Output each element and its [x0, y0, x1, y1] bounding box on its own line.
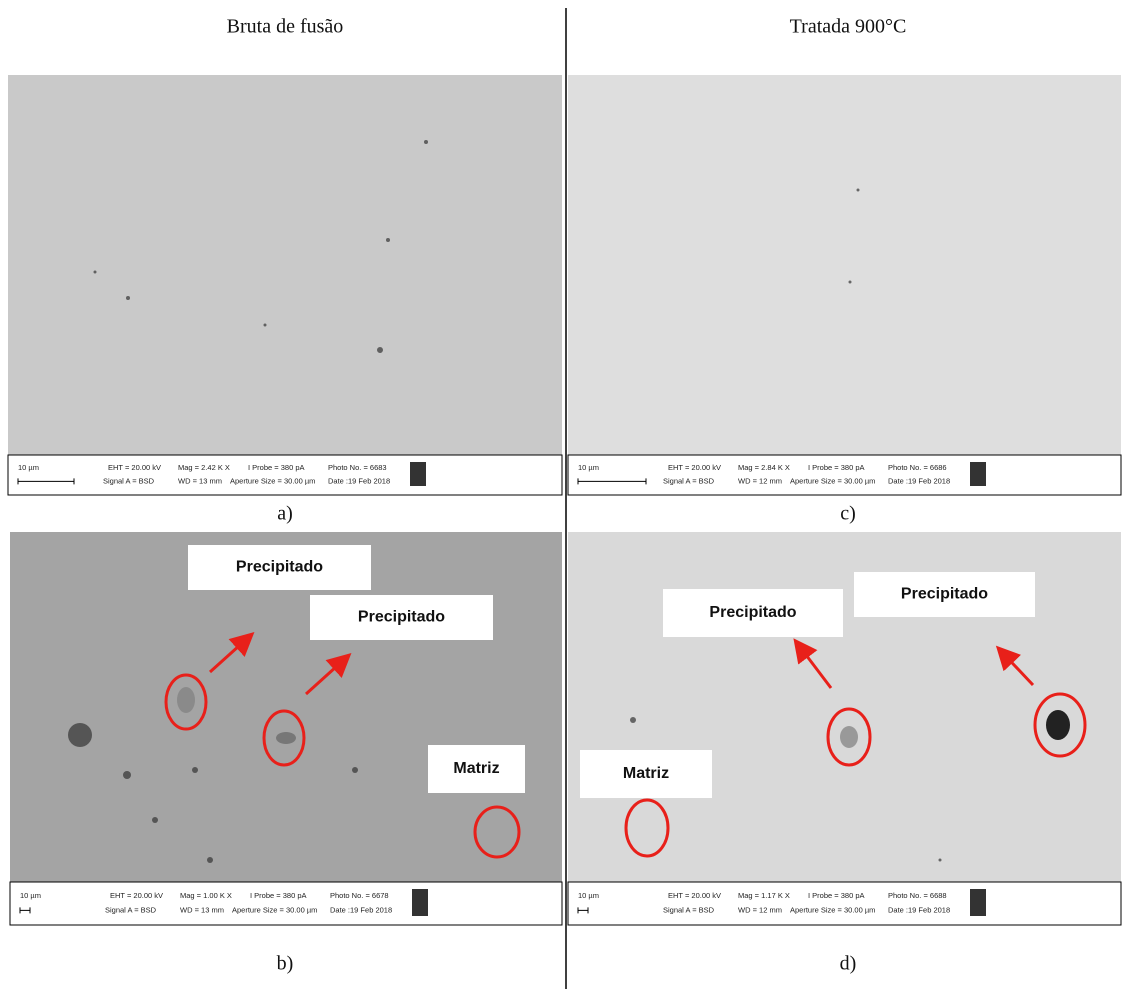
column-title: Tratada 900°C	[790, 16, 907, 38]
micrograph	[568, 75, 1121, 455]
spot	[849, 281, 852, 284]
info-text: Mag = 2.84 K X	[738, 463, 790, 472]
spot	[192, 767, 198, 773]
info-text: Photo No. = 6683	[328, 463, 387, 472]
info-text: Aperture Size = 30.00 µm	[790, 905, 875, 914]
info-text: EHT = 20.00 kV	[110, 891, 163, 900]
spot	[377, 347, 383, 353]
micrograph	[8, 75, 562, 455]
particle	[840, 726, 858, 748]
info-text: Date :19 Feb 2018	[328, 476, 390, 485]
info-text: I Probe = 380 pA	[248, 463, 305, 472]
info-text: Photo No. = 6688	[888, 891, 947, 900]
spot	[123, 771, 131, 779]
info-text: EHT = 20.00 kV	[668, 463, 721, 472]
annotation-text: Precipitado	[709, 604, 796, 621]
spot	[94, 271, 97, 274]
panel-label: a)	[277, 503, 293, 525]
spot	[152, 817, 158, 823]
spot	[68, 723, 92, 747]
panel-label: b)	[277, 953, 294, 975]
info-text: Mag = 1.00 K X	[180, 891, 232, 900]
info-bar	[568, 455, 1121, 495]
spot	[126, 296, 130, 300]
info-text: I Probe = 380 pA	[250, 891, 307, 900]
info-text: EHT = 20.00 kV	[668, 891, 721, 900]
info-text: Signal A = BSD	[663, 905, 715, 914]
spot	[386, 238, 390, 242]
scale-text: 10 µm	[18, 463, 39, 472]
info-text: I Probe = 380 pA	[808, 463, 865, 472]
info-text: Photo No. = 6686	[888, 463, 947, 472]
particle	[276, 732, 296, 744]
info-text: WD = 13 mm	[180, 905, 224, 914]
info-text: WD = 12 mm	[738, 905, 782, 914]
info-text: Aperture Size = 30.00 µm	[230, 476, 315, 485]
spot	[424, 140, 428, 144]
info-text: Photo No. = 6678	[330, 891, 389, 900]
annotation-text: Matriz	[623, 765, 669, 782]
particle	[1046, 710, 1070, 740]
info-text: Signal A = BSD	[663, 476, 715, 485]
info-text: I Probe = 380 pA	[808, 891, 865, 900]
spot	[939, 859, 942, 862]
spot	[352, 767, 358, 773]
spot	[264, 324, 267, 327]
info-bar	[10, 882, 562, 925]
info-text: EHT = 20.00 kV	[108, 463, 161, 472]
logo	[412, 889, 428, 916]
info-text: Date :19 Feb 2018	[888, 476, 950, 485]
annotation-text: Precipitado	[358, 609, 445, 626]
column-title: Bruta de fusão	[227, 16, 344, 38]
annotation-text: Matriz	[453, 760, 499, 777]
logo	[410, 462, 426, 486]
figure: Bruta de fusão Tratada 900°C 10 µm EHT = …	[0, 0, 1123, 989]
spot	[630, 717, 636, 723]
logo	[970, 462, 986, 486]
info-bar	[568, 882, 1121, 925]
scale-text: 10 µm	[578, 891, 599, 900]
info-text: Mag = 2.42 K X	[178, 463, 230, 472]
info-text: Signal A = BSD	[105, 905, 157, 914]
spot	[207, 857, 213, 863]
info-text: Aperture Size = 30.00 µm	[790, 476, 875, 485]
info-text: Date :19 Feb 2018	[330, 905, 392, 914]
info-text: Mag = 1.17 K X	[738, 891, 790, 900]
annotation-text: Precipitado	[236, 559, 323, 576]
particle	[177, 687, 195, 713]
panel-label: c)	[840, 503, 856, 525]
scale-text: 10 µm	[20, 891, 41, 900]
logo	[970, 889, 986, 916]
info-text: Signal A = BSD	[103, 476, 155, 485]
panel-label: d)	[840, 953, 857, 975]
annotation-text: Precipitado	[901, 586, 988, 603]
info-bar	[8, 455, 562, 495]
info-text: WD = 12 mm	[738, 476, 782, 485]
info-text: Date :19 Feb 2018	[888, 905, 950, 914]
info-text: WD = 13 mm	[178, 476, 222, 485]
scale-text: 10 µm	[578, 463, 599, 472]
spot	[857, 189, 860, 192]
info-text: Aperture Size = 30.00 µm	[232, 905, 317, 914]
